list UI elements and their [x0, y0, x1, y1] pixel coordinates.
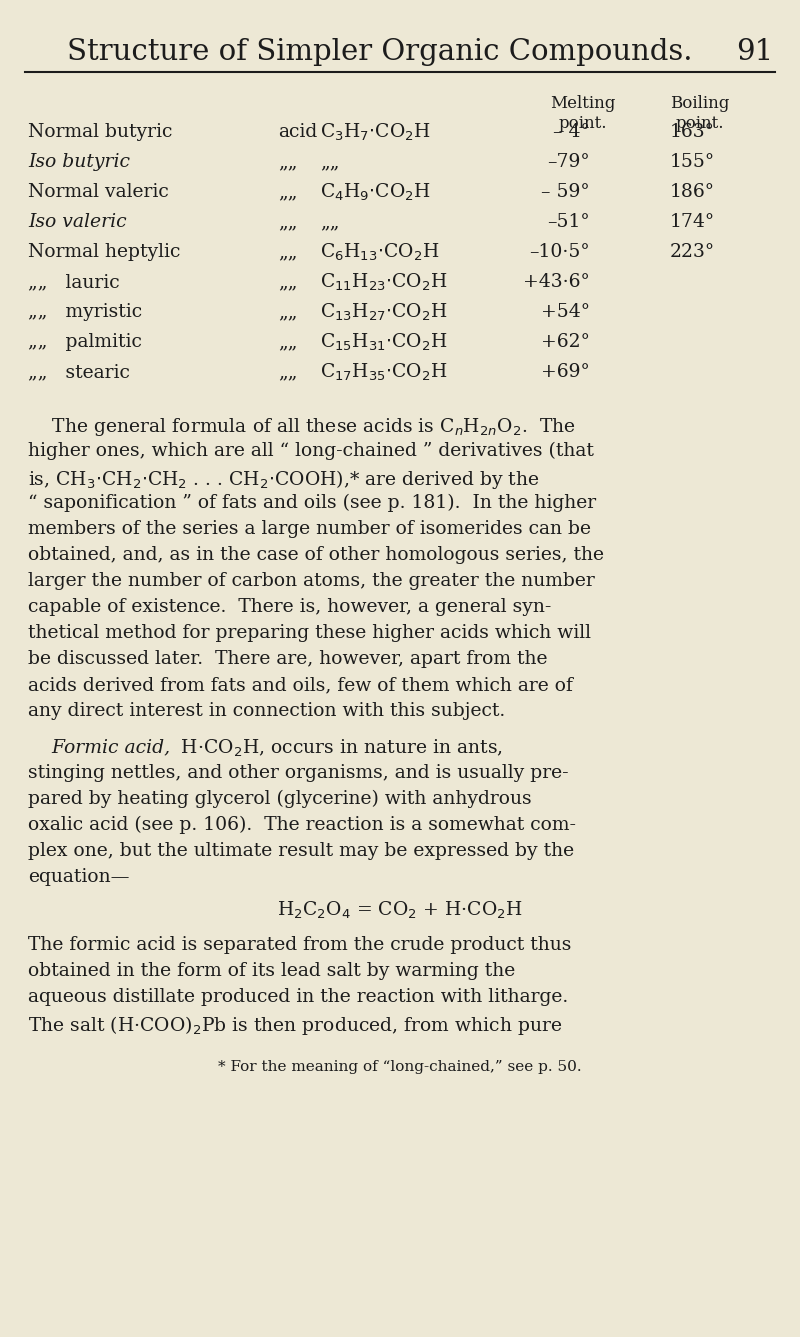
Text: pared by heating glycerol (glycerine) with anhydrous: pared by heating glycerol (glycerine) wi…	[28, 790, 532, 809]
Text: Structure of Simpler Organic Compounds.: Structure of Simpler Organic Compounds.	[67, 37, 693, 66]
Text: „„: „„	[320, 152, 339, 171]
Text: H·CO$_2$H, occurs in nature in ants,: H·CO$_2$H, occurs in nature in ants,	[175, 738, 502, 759]
Text: +62°: +62°	[541, 333, 590, 352]
Text: Iso valeric: Iso valeric	[28, 213, 126, 231]
Text: obtained in the form of its lead salt by warming the: obtained in the form of its lead salt by…	[28, 963, 515, 980]
Text: C$_{11}$H$_{23}$$\cdot$CO$_2$H: C$_{11}$H$_{23}$$\cdot$CO$_2$H	[320, 271, 447, 293]
Text: C$_{17}$H$_{35}$$\cdot$CO$_2$H: C$_{17}$H$_{35}$$\cdot$CO$_2$H	[320, 361, 447, 382]
Text: „„: „„	[278, 213, 298, 231]
Text: C$_3$H$_7$$\cdot$CO$_2$H: C$_3$H$_7$$\cdot$CO$_2$H	[320, 122, 431, 143]
Text: „„: „„	[278, 243, 298, 261]
Text: C$_{15}$H$_{31}$$\cdot$CO$_2$H: C$_{15}$H$_{31}$$\cdot$CO$_2$H	[320, 332, 447, 353]
Text: acids derived from fats and oils, few of them which are of: acids derived from fats and oils, few of…	[28, 677, 573, 694]
Text: Melting
point.: Melting point.	[550, 95, 616, 132]
Text: * For the meaning of “long-chained,” see p. 50.: * For the meaning of “long-chained,” see…	[218, 1060, 582, 1074]
Text: „„   stearic: „„ stearic	[28, 364, 130, 381]
Text: –10·5°: –10·5°	[530, 243, 590, 261]
Text: “ saponification ” of fats and oils (see p. 181).  In the higher: “ saponification ” of fats and oils (see…	[28, 493, 596, 512]
Text: 155°: 155°	[670, 152, 715, 171]
Text: – 59°: – 59°	[542, 183, 590, 201]
Text: –51°: –51°	[547, 213, 590, 231]
Text: „„   myristic: „„ myristic	[28, 303, 142, 321]
Text: aqueous distillate produced in the reaction with litharge.: aqueous distillate produced in the react…	[28, 988, 568, 1005]
Text: +43·6°: +43·6°	[523, 273, 590, 291]
Text: „„   lauric: „„ lauric	[28, 273, 120, 291]
Text: 186°: 186°	[670, 183, 715, 201]
Text: – 4°: – 4°	[554, 123, 590, 140]
Text: Formic acid,: Formic acid,	[28, 738, 170, 755]
Text: plex one, but the ultimate result may be expressed by the: plex one, but the ultimate result may be…	[28, 842, 574, 860]
Text: stinging nettles, and other organisms, and is usually pre-: stinging nettles, and other organisms, a…	[28, 763, 569, 782]
Text: larger the number of carbon atoms, the greater the number: larger the number of carbon atoms, the g…	[28, 572, 594, 590]
Text: „„: „„	[278, 183, 298, 201]
Text: equation—: equation—	[28, 868, 130, 886]
Text: any direct interest in connection with this subject.: any direct interest in connection with t…	[28, 702, 506, 721]
Text: 163°: 163°	[670, 123, 715, 140]
Text: +54°: +54°	[541, 303, 590, 321]
Text: 91: 91	[737, 37, 774, 66]
Text: be discussed later.  There are, however, apart from the: be discussed later. There are, however, …	[28, 650, 547, 668]
Text: H$_2$C$_2$O$_4$ = CO$_2$ + H·CO$_2$H: H$_2$C$_2$O$_4$ = CO$_2$ + H·CO$_2$H	[277, 900, 523, 921]
Text: The general formula of all these acids is C$_n$H$_{2n}$O$_2$.  The: The general formula of all these acids i…	[28, 416, 576, 439]
Text: „„: „„	[278, 303, 298, 321]
Text: higher ones, which are all “ long-chained ” derivatives (that: higher ones, which are all “ long-chaine…	[28, 443, 594, 460]
Text: is, CH$_3$$\cdot$CH$_2$$\cdot$CH$_2$ . . . CH$_2$$\cdot$COOH),* are derived by t: is, CH$_3$$\cdot$CH$_2$$\cdot$CH$_2$ . .…	[28, 468, 539, 491]
Text: 174°: 174°	[670, 213, 715, 231]
Text: –79°: –79°	[547, 152, 590, 171]
Text: Normal butyric: Normal butyric	[28, 123, 172, 140]
Text: thetical method for preparing these higher acids which will: thetical method for preparing these high…	[28, 624, 591, 642]
Text: capable of existence.  There is, however, a general syn-: capable of existence. There is, however,…	[28, 598, 551, 616]
Text: acid: acid	[278, 123, 318, 140]
Text: Normal heptylic: Normal heptylic	[28, 243, 180, 261]
Text: Iso butyric: Iso butyric	[28, 152, 130, 171]
Text: „„: „„	[278, 364, 298, 381]
Text: The formic acid is separated from the crude product thus: The formic acid is separated from the cr…	[28, 936, 571, 955]
Text: Boiling
point.: Boiling point.	[670, 95, 730, 132]
Text: obtained, and, as in the case of other homologous series, the: obtained, and, as in the case of other h…	[28, 545, 604, 564]
Text: +69°: +69°	[542, 364, 590, 381]
Text: „„   palmitic: „„ palmitic	[28, 333, 142, 352]
Text: C$_6$H$_{13}$$\cdot$CO$_2$H: C$_6$H$_{13}$$\cdot$CO$_2$H	[320, 242, 439, 262]
Text: „„: „„	[278, 152, 298, 171]
Text: Normal valeric: Normal valeric	[28, 183, 169, 201]
Text: C$_4$H$_9$$\cdot$CO$_2$H: C$_4$H$_9$$\cdot$CO$_2$H	[320, 182, 431, 203]
Text: The salt (H·COO)$_2$Pb is then produced, from which pure: The salt (H·COO)$_2$Pb is then produced,…	[28, 1013, 562, 1038]
Text: „„: „„	[278, 273, 298, 291]
Text: 223°: 223°	[670, 243, 715, 261]
Text: oxalic acid (see p. 106).  The reaction is a somewhat com-: oxalic acid (see p. 106). The reaction i…	[28, 816, 576, 834]
Text: „„: „„	[278, 333, 298, 352]
Text: „„: „„	[320, 213, 339, 231]
Text: members of the series a large number of isomerides can be: members of the series a large number of …	[28, 520, 591, 537]
Text: C$_{13}$H$_{27}$$\cdot$CO$_2$H: C$_{13}$H$_{27}$$\cdot$CO$_2$H	[320, 301, 447, 322]
